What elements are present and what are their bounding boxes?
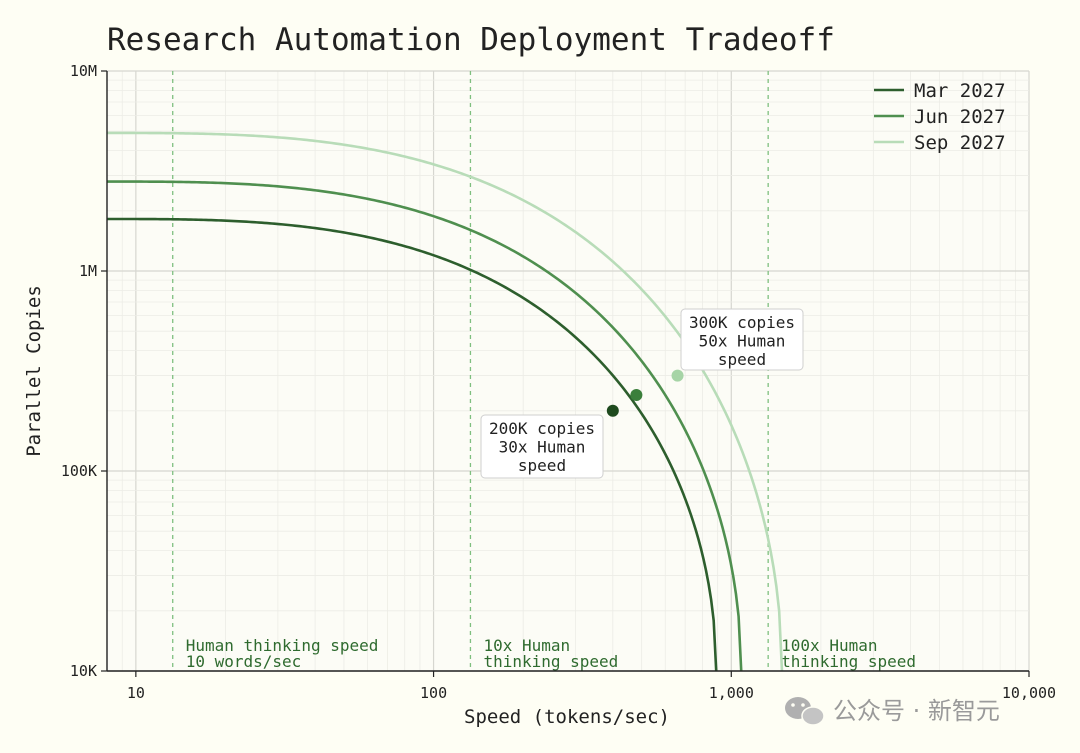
reference-label-2: thinking speed [483, 652, 618, 671]
chart-title: Research Automation Deployment Tradeoff [107, 22, 835, 58]
tick-labels: 10 100 1,000 10,000 10K 100K 1M 10M [61, 62, 1056, 702]
x-tick-label: 1,000 [709, 684, 754, 702]
reference-label-3: thinking speed [781, 652, 916, 671]
annotation-text: 200K copies [489, 419, 595, 438]
series-marker-1 [606, 404, 619, 417]
wechat-icon [785, 697, 825, 726]
annotation-box [680, 308, 804, 371]
y-tick-label: 10K [70, 662, 97, 680]
annotation-text: speed [718, 350, 766, 369]
series-marker-2 [630, 388, 643, 401]
legend-label-2: Jun 2027 [914, 106, 1006, 128]
annotation-text: 50x Human [699, 332, 786, 351]
x-axis-title: Speed (tokens/sec) [464, 706, 670, 728]
watermark-text: 公众号 · 新智元 [833, 697, 1000, 725]
annotation-text: 300K copies [689, 313, 795, 332]
axes [106, 71, 1029, 672]
series-line-1 [107, 217, 718, 672]
watermark: 公众号 · 新智元 [785, 697, 1000, 726]
annotation-box [480, 414, 604, 479]
annotation-text: speed [518, 456, 566, 475]
x-tick-label: 10,000 [1002, 684, 1056, 702]
series-curves [107, 131, 784, 672]
reference-label-1: 10 words/sec [186, 652, 302, 671]
series-line-2 [107, 180, 743, 672]
y-tick-label: 100K [61, 462, 97, 480]
x-tick-label: 10 [127, 684, 145, 702]
series-line-3 [107, 131, 784, 672]
reference-label-1: Human thinking speed [186, 636, 379, 655]
series-markers [606, 369, 684, 417]
y-tick-label: 1M [79, 262, 97, 280]
reference-label-3: 100x Human [781, 636, 877, 655]
legend-label-1: Mar 2027 [914, 80, 1006, 102]
plot-area [107, 71, 1029, 671]
reference-label-2: 10x Human [483, 636, 570, 655]
legend: Mar 2027 Jun 2027 Sep 2027 [874, 80, 1006, 154]
legend-label-3: Sep 2027 [914, 132, 1006, 154]
series-marker-3 [671, 369, 684, 382]
annotation-text: 30x Human [499, 438, 586, 457]
x-tick-label: 100 [420, 684, 447, 702]
y-axis-title: Parallel Copies [23, 285, 45, 457]
y-tick-label: 10M [70, 62, 97, 80]
